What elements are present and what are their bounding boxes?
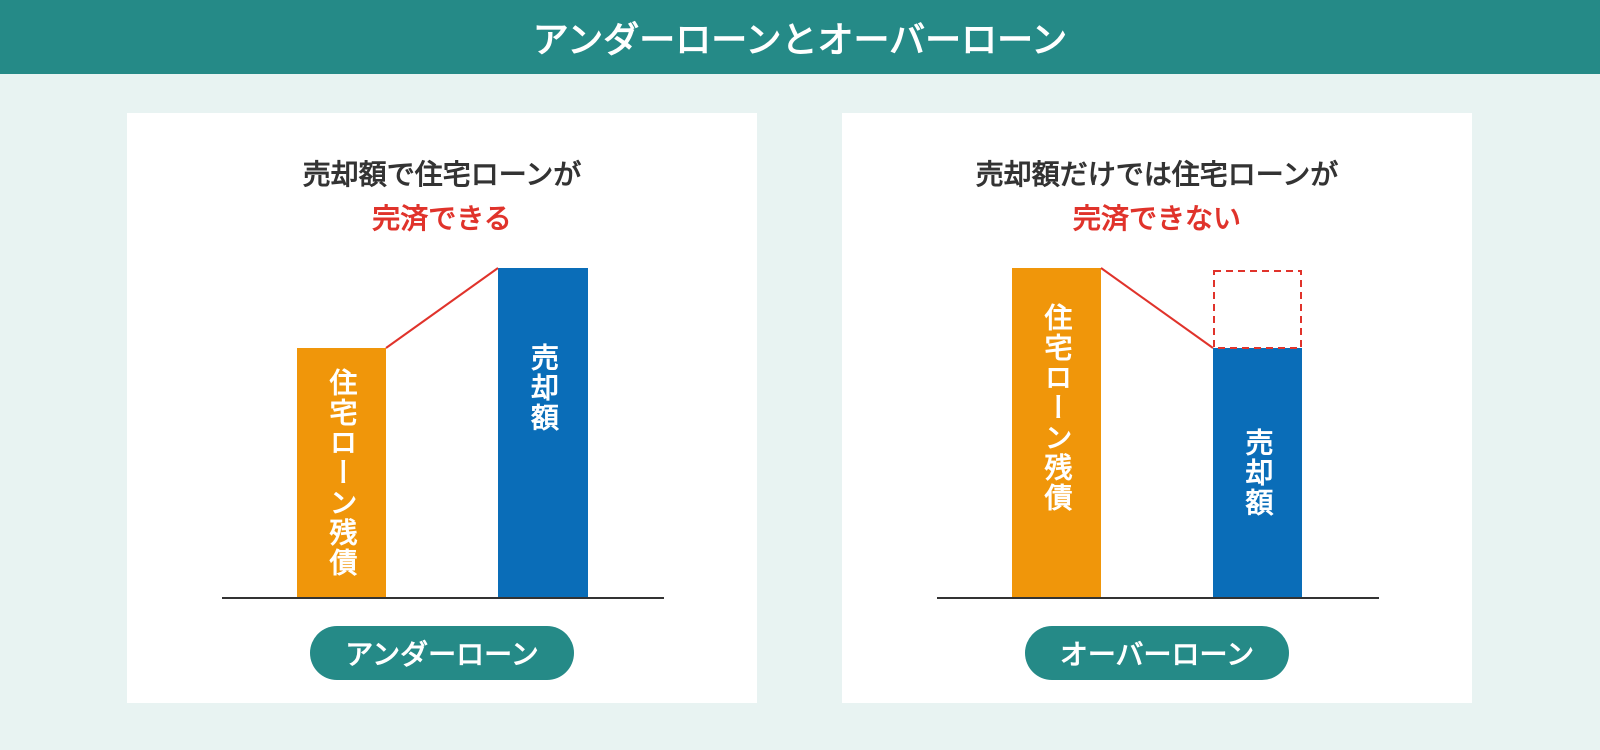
sale-bar: 売却額: [498, 268, 588, 598]
pill-label: アンダーローン: [310, 626, 574, 680]
bar-label: 売却額: [1241, 428, 1275, 518]
loan-bar: 住宅ローン残債: [297, 348, 386, 598]
compare-line: [1100, 267, 1214, 349]
panel-heading: 売却額で住宅ローンが: [302, 158, 582, 191]
pill-label: オーバーローン: [1025, 626, 1289, 680]
panel-heading-emphasis: 完済できる: [372, 202, 512, 235]
panel: 売却額で住宅ローンが 完済できる 住宅ローン残債 売却額 アンダーローン: [127, 113, 757, 703]
loan-bar: 住宅ローン残債: [1012, 268, 1101, 598]
sale-bar: 売却額: [1213, 348, 1302, 598]
bar-label: 売却額: [527, 343, 560, 433]
header-title: アンダーローンとオーバーローン: [0, 0, 1600, 74]
panel-heading-emphasis: 完済できない: [1072, 202, 1241, 235]
compare-line: [385, 267, 499, 349]
panel: 売却額だけでは住宅ローンが 完済できない 住宅ローン残債 売却額 オーバーローン: [842, 113, 1472, 703]
shortfall-box: [1213, 270, 1302, 349]
panel-heading: 売却額だけでは住宅ローンが: [975, 158, 1339, 191]
bar-label: 住宅ローン残債: [325, 368, 359, 578]
bar-label: 住宅ローン残債: [1040, 303, 1074, 513]
connectors: [937, 267, 1379, 599]
connectors: [222, 267, 664, 599]
